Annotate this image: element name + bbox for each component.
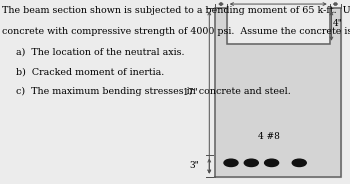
Text: 4": 4" [333,19,343,27]
Text: a)  The location of the neutral axis.: a) The location of the neutral axis. [16,48,184,57]
Text: The beam section shown is subjected to a bending moment of 65 k-ft.  Use normal-: The beam section shown is subjected to a… [2,6,350,15]
Circle shape [265,159,279,167]
Text: 3": 3" [216,0,226,1]
Circle shape [244,159,258,167]
Text: 17": 17" [183,89,199,97]
Polygon shape [215,8,341,177]
Text: 4 #8: 4 #8 [258,132,280,141]
Circle shape [292,159,306,167]
Text: c)  The maximum bending stresses in concrete and steel.: c) The maximum bending stresses in concr… [16,86,290,96]
Text: 3": 3" [331,0,340,1]
Text: b)  Cracked moment of inertia.: b) Cracked moment of inertia. [16,67,164,76]
Text: 3": 3" [189,161,199,170]
Text: 6": 6" [273,0,283,1]
Text: concrete with compressive strength of 4000 psi.  Assume the concrete is cracked.: concrete with compressive strength of 40… [2,27,350,36]
Circle shape [224,159,238,167]
